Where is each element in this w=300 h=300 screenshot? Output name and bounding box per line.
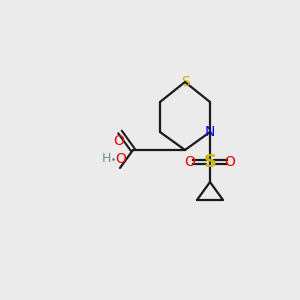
Text: N: N: [205, 125, 215, 139]
Text: O: O: [114, 134, 124, 148]
Text: H: H: [101, 152, 111, 166]
Text: S: S: [203, 153, 217, 171]
Text: S: S: [181, 75, 189, 89]
Text: O: O: [225, 155, 236, 169]
Text: O: O: [116, 152, 126, 166]
Text: O: O: [184, 155, 195, 169]
